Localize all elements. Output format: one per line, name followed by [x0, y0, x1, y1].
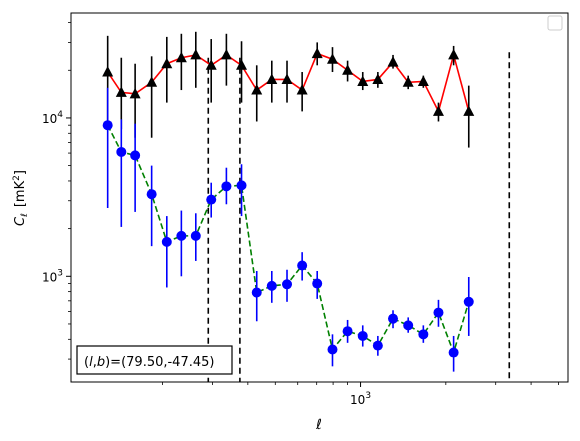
svg-text:(l,b)=(79.50,-47.45): (l,b)=(79.50,-47.45) [84, 355, 214, 370]
data-point [388, 313, 399, 324]
plot-frame [70, 12, 569, 383]
legend-box [547, 15, 563, 31]
series-line [106, 124, 470, 356]
data-point [448, 48, 460, 60]
data-point [403, 320, 414, 331]
data-point [432, 105, 444, 116]
data-point [433, 307, 444, 318]
data-point [282, 279, 293, 290]
y-tick-label: 103 [42, 268, 63, 284]
data-point [326, 53, 338, 64]
data-point [327, 344, 338, 355]
data-point [387, 56, 399, 67]
y-tick-label: 104 [42, 110, 63, 126]
data-point [448, 347, 459, 358]
data-point [221, 181, 232, 192]
coordinates-annotation: (l,b)=(79.50,-47.45) [76, 345, 233, 375]
data-point [251, 84, 263, 95]
data-point [130, 150, 141, 161]
x-axis-ticks: 103 [350, 382, 371, 407]
data-point [417, 75, 429, 86]
data-point [190, 48, 202, 60]
data-point [357, 330, 368, 341]
data-point [357, 75, 369, 86]
data-point [205, 59, 217, 70]
y-axis-label: Cℓ[mK2] [12, 170, 30, 226]
data-point [266, 73, 278, 84]
data-point [342, 64, 354, 75]
series-1 [102, 87, 474, 372]
series-0 [102, 31, 475, 148]
x-axis-label: ℓ [315, 417, 322, 433]
data-point [206, 194, 217, 205]
data-point [297, 260, 308, 271]
plot-area [102, 31, 511, 382]
data-point [175, 51, 187, 63]
data-point [266, 280, 277, 291]
x-tick-label: 103 [350, 391, 371, 407]
data-point [296, 84, 308, 95]
data-point [102, 66, 114, 77]
data-point [161, 57, 173, 69]
data-point [146, 189, 157, 200]
data-point [146, 76, 158, 87]
data-point [311, 47, 323, 59]
y-minor-ticks [68, 22, 71, 360]
data-point [463, 105, 475, 116]
data-point [116, 146, 127, 157]
data-point [312, 278, 323, 289]
data-point [372, 340, 383, 351]
data-point [236, 59, 248, 70]
data-point [115, 86, 127, 97]
x-minor-ticks [162, 382, 559, 385]
data-point [236, 180, 247, 191]
data-point [220, 48, 232, 60]
data-point [176, 230, 187, 241]
data-point [463, 296, 474, 307]
data-point [190, 230, 201, 241]
data-point [372, 73, 384, 84]
data-point [102, 120, 113, 131]
data-point [418, 329, 429, 340]
data-point [281, 73, 293, 84]
data-point [161, 236, 172, 247]
data-point [251, 287, 262, 298]
data-point [342, 326, 353, 337]
data-point [129, 87, 141, 99]
y-axis-ticks: 103 104 [42, 110, 71, 284]
data-point [402, 76, 414, 87]
